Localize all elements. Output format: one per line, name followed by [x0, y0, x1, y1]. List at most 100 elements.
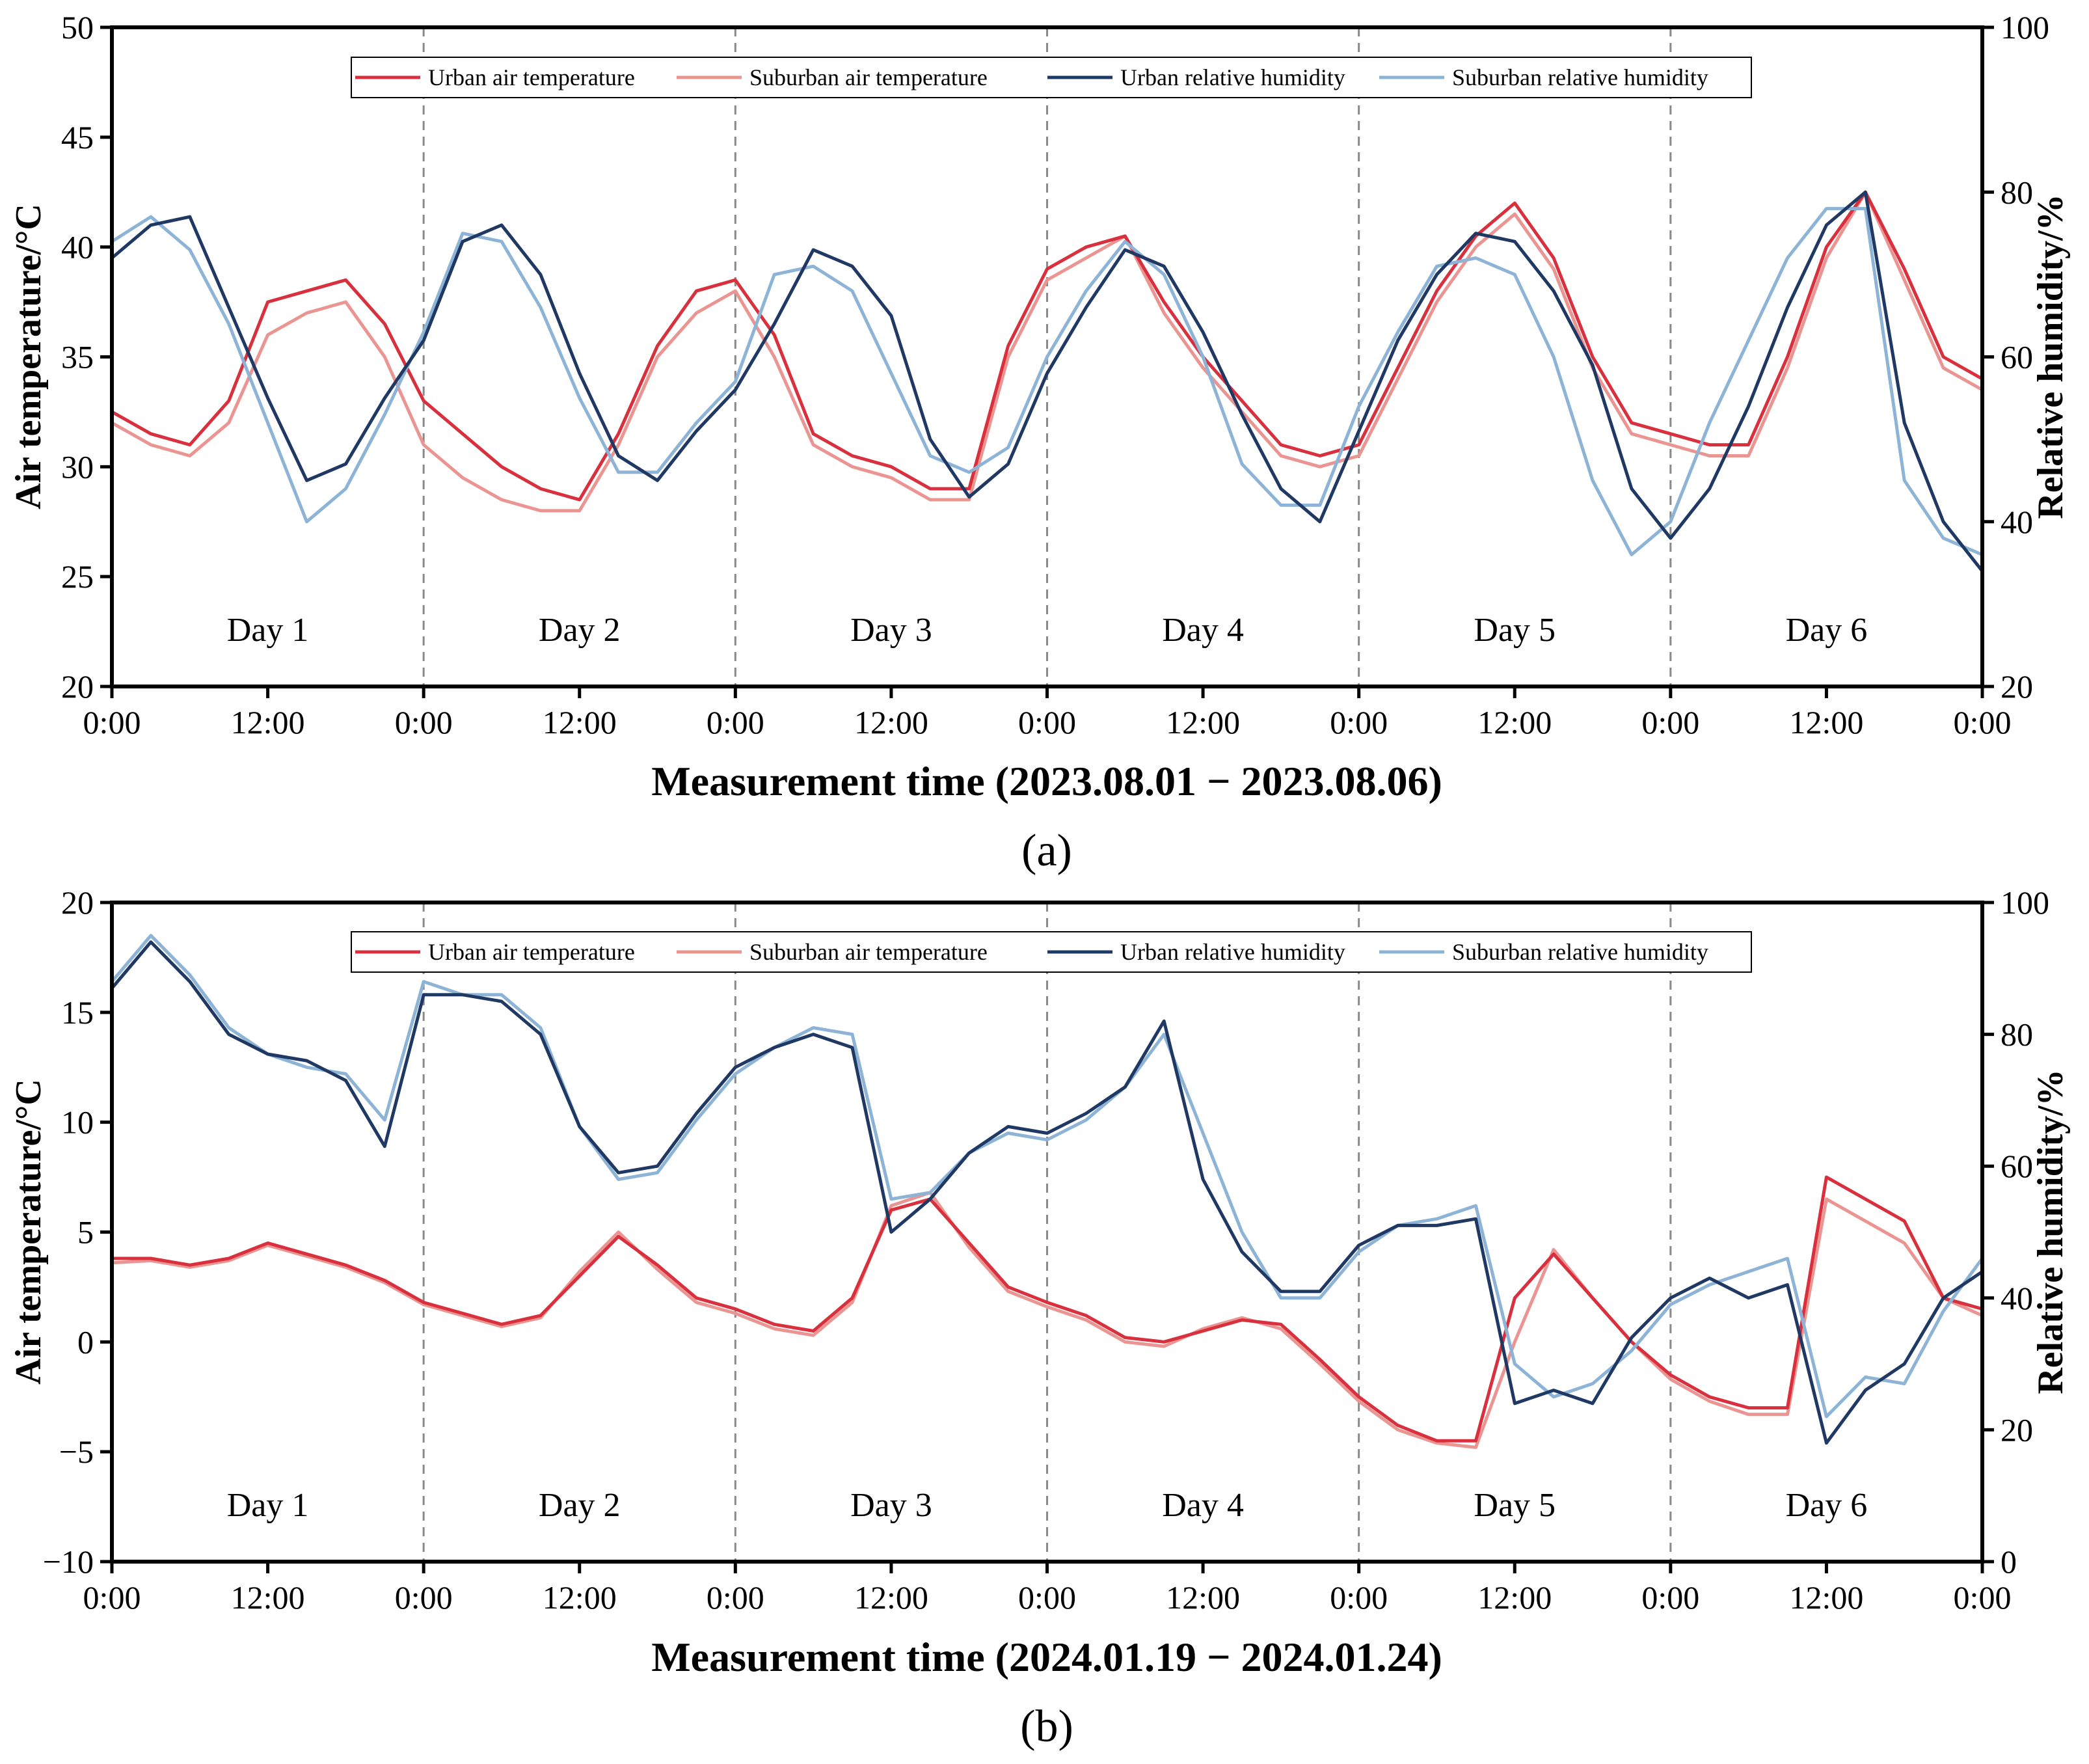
- x-tick-label: 12:00: [231, 1579, 305, 1616]
- legend-entries: Urban air temperature Suburban air temper…: [355, 939, 1708, 965]
- day-label: Day 4: [1162, 1487, 1244, 1524]
- panel-label: (b): [1020, 1702, 1073, 1752]
- left-y-tick-label: 10: [61, 1104, 94, 1141]
- right-y-tick-label: 0: [2001, 1543, 2017, 1580]
- x-tick-label: 12:00: [854, 704, 928, 740]
- series-line-suburban-air-temperature: [110, 190, 1984, 513]
- day-label: Day 5: [1474, 1487, 1556, 1524]
- series-line-urban-air-temperature: [110, 190, 1984, 502]
- left-y-tick-label: 15: [61, 994, 94, 1031]
- day-label: Day 4: [1162, 612, 1244, 649]
- tick-marks: [100, 25, 1994, 698]
- day-label: Day 1: [227, 1487, 309, 1524]
- day-label: Day 3: [850, 612, 932, 649]
- tick-marks: [100, 901, 1994, 1573]
- legend-label: Suburban relative humidity: [1452, 64, 1708, 90]
- left-y-tick-label: −5: [59, 1433, 94, 1470]
- x-tick-label: 12:00: [1166, 704, 1240, 740]
- right-y-tick-label: 100: [2001, 884, 2049, 921]
- day-labels: Day 1 Day 2 Day 3 Day 4 Day 5 Day 6: [227, 1487, 1867, 1524]
- left-axis-title: Air temperature/°C: [8, 204, 49, 509]
- x-tick-label: 0:00: [1641, 1579, 1699, 1616]
- x-tick-label: 0:00: [83, 704, 141, 740]
- series-line-urban-air-temperature: [110, 1175, 1984, 1443]
- right-y-tick-label: 80: [2001, 174, 2033, 210]
- series-line-suburban-air-temperature: [110, 1191, 1984, 1449]
- right-axis-title: Relative humidity/%: [2030, 194, 2071, 519]
- x-tick-label: 0:00: [707, 1579, 764, 1616]
- left-y-tick-label: 20: [61, 668, 94, 705]
- x-tick-label: 0:00: [395, 1579, 453, 1616]
- x-tick-label: 0:00: [1018, 1579, 1076, 1616]
- day-label: Day 3: [850, 1487, 932, 1524]
- x-tick-label: 12:00: [1477, 704, 1552, 740]
- x-tick-label: 0:00: [1330, 704, 1388, 740]
- left-y-tick-label: 0: [77, 1323, 94, 1360]
- x-tick-label: 12:00: [1166, 1579, 1240, 1616]
- left-y-tick-label: 45: [61, 119, 94, 156]
- legend-label: Urban relative humidity: [1120, 64, 1345, 90]
- left-y-tick-label: 40: [61, 229, 94, 265]
- x-tick-label: 0:00: [707, 704, 764, 740]
- day-label: Day 1: [227, 612, 309, 649]
- panel-a: 0:00 12:00 0:00 12:00 0:00 12:00 0:00 12:00 0:00…: [8, 9, 2071, 876]
- right-y-tick-label: 20: [2001, 668, 2033, 705]
- x-axis-title: Measurement time (2023.08.01 − 2023.08.0…: [651, 758, 1442, 804]
- panel-b: 0:00 12:00 0:00 12:00 0:00 12:00 0:00 12:00 0:00…: [8, 884, 2071, 1752]
- x-tick-label: 12:00: [543, 704, 617, 740]
- series-group: [110, 190, 1984, 573]
- series-line-urban-relative-humidity: [110, 190, 1984, 573]
- right-y-tick-label: 40: [2001, 504, 2033, 540]
- left-y-tick-label: 25: [61, 558, 94, 595]
- x-tick-label: 0:00: [395, 704, 453, 740]
- legend-label: Suburban air temperature: [749, 939, 988, 965]
- left-y-tick-label: 20: [61, 884, 94, 921]
- left-y-tick-label: 35: [61, 339, 94, 375]
- x-tick-label: 0:00: [1330, 1579, 1388, 1616]
- x-tick-label: 12:00: [1789, 704, 1863, 740]
- right-y-tick-label: 60: [2001, 339, 2033, 375]
- x-tick-label: 12:00: [231, 704, 305, 740]
- legend-label: Urban air temperature: [428, 939, 635, 965]
- x-tick-label: 12:00: [1477, 1579, 1552, 1616]
- tick-labels: 0:00 12:00 0:00 12:00 0:00 12:00 0:00 12:00 0:00…: [61, 9, 2049, 740]
- legend: Urban air temperature Suburban air temper…: [351, 57, 1752, 98]
- day-dividers: [422, 902, 1672, 1562]
- day-label: Day 6: [1786, 1487, 1868, 1524]
- left-y-tick-label: 30: [61, 448, 94, 485]
- panel-label: (a): [1021, 826, 1072, 876]
- x-tick-label: 0:00: [83, 1579, 141, 1616]
- legend-label: Urban relative humidity: [1120, 939, 1345, 965]
- left-y-tick-label: 50: [61, 9, 94, 46]
- x-tick-label: 0:00: [1954, 1579, 2012, 1616]
- day-label: Day 2: [539, 612, 621, 649]
- legend: Urban air temperature Suburban air temper…: [351, 931, 1752, 973]
- x-tick-label: 12:00: [1789, 1579, 1863, 1616]
- x-tick-label: 12:00: [543, 1579, 617, 1616]
- series-line-suburban-relative-humidity: [110, 934, 1984, 1418]
- right-y-tick-label: 100: [2001, 9, 2049, 46]
- right-y-tick-label: 40: [2001, 1280, 2033, 1316]
- x-tick-label: 0:00: [1018, 704, 1076, 740]
- series-group: [110, 934, 1984, 1449]
- left-axis-title: Air temperature/°C: [8, 1079, 49, 1385]
- day-label: Day 2: [539, 1487, 621, 1524]
- right-axis-title: Relative humidity/%: [2030, 1069, 2071, 1394]
- tick-labels: 0:00 12:00 0:00 12:00 0:00 12:00 0:00 12:00 0:00…: [43, 884, 2049, 1616]
- legend-label: Suburban relative humidity: [1452, 939, 1708, 965]
- day-labels: Day 1 Day 2 Day 3 Day 4 Day 5 Day 6: [227, 612, 1867, 649]
- legend-label: Suburban air temperature: [749, 64, 988, 90]
- right-y-tick-label: 20: [2001, 1411, 2033, 1448]
- day-label: Day 5: [1474, 612, 1556, 649]
- series-line-urban-relative-humidity: [110, 940, 1984, 1445]
- x-tick-label: 0:00: [1641, 704, 1699, 740]
- x-tick-label: 12:00: [854, 1579, 928, 1616]
- right-y-tick-label: 80: [2001, 1016, 2033, 1053]
- day-label: Day 6: [1786, 612, 1868, 649]
- x-tick-label: 0:00: [1954, 704, 2012, 740]
- left-y-tick-label: −10: [43, 1543, 94, 1580]
- left-y-tick-label: 5: [77, 1214, 94, 1251]
- x-axis-title: Measurement time (2024.01.19 − 2024.01.2…: [651, 1634, 1442, 1680]
